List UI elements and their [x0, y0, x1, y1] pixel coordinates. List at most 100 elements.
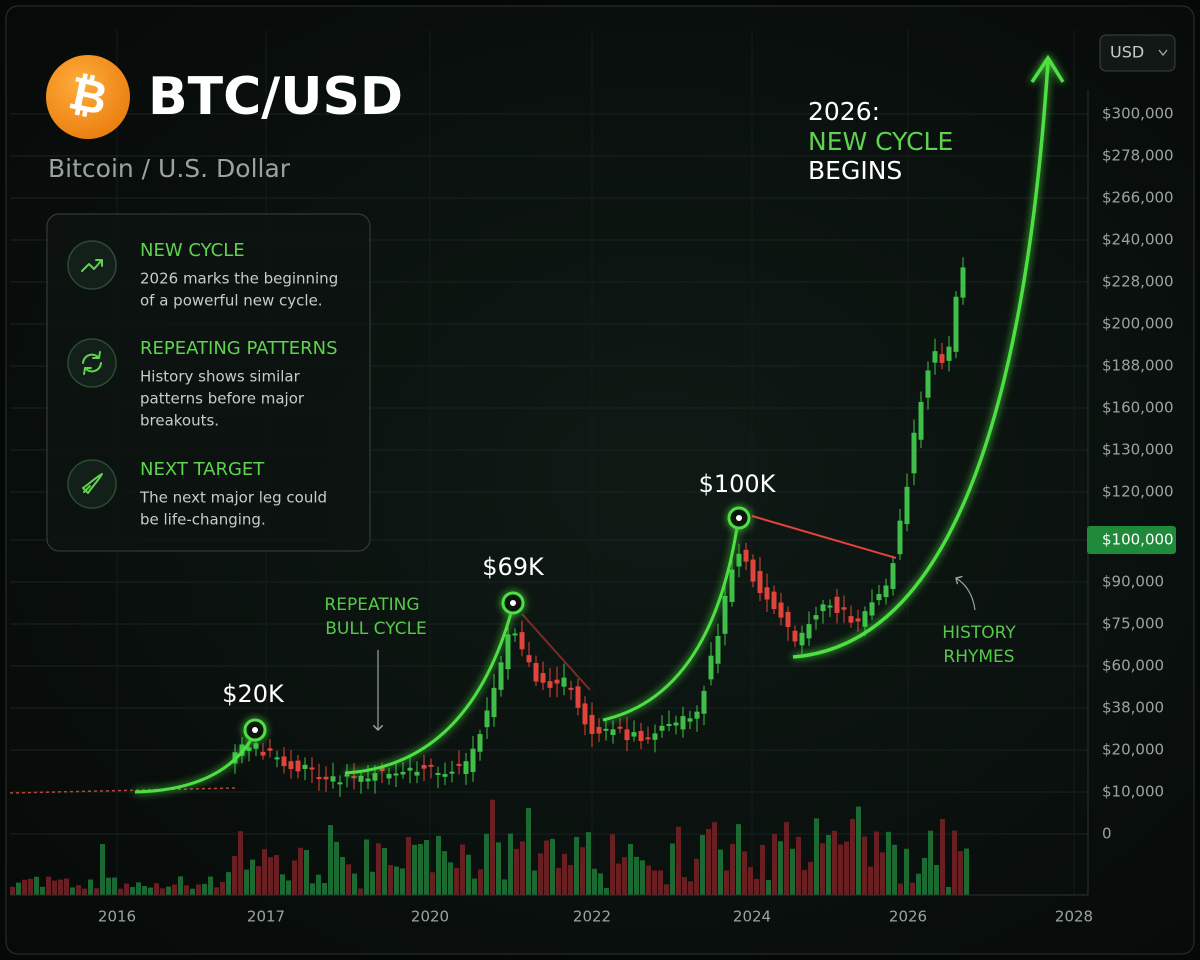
volume-bar: [310, 883, 315, 895]
volume-bar: [256, 866, 261, 895]
volume-bar: [958, 851, 963, 895]
candle-body: [771, 591, 777, 610]
candle-body: [414, 771, 420, 776]
candle-body: [288, 761, 294, 770]
volume-bar: [274, 855, 279, 895]
volume-bar: [262, 849, 267, 895]
candle-body: [890, 563, 896, 589]
chevron[interactable]: [1158, 49, 1168, 57]
candle-body: [358, 775, 364, 782]
volume-bar: [454, 867, 459, 895]
candle-body: [456, 763, 462, 766]
year-label: 2026: [889, 908, 927, 926]
peak-dot: [510, 600, 516, 606]
panel-description: of a powerful new cycle.: [140, 292, 323, 310]
panel-icon: [82, 473, 103, 494]
price-label: $60,000: [1102, 657, 1164, 675]
candle-body: [477, 734, 483, 752]
volume-bar: [376, 843, 381, 895]
volume-bar: [214, 887, 219, 895]
volume-bar: [286, 880, 291, 895]
volume-bar: [34, 876, 39, 895]
volume-bar: [484, 833, 489, 895]
volume-bar: [352, 873, 357, 895]
early-price-line: [9, 787, 236, 794]
volume-bar: [70, 887, 75, 895]
candle-body: [407, 767, 413, 771]
currency-selector-label[interactable]: USD: [1110, 43, 1144, 62]
volume-bar: [736, 824, 741, 895]
candle-body: [491, 687, 497, 718]
volume-bar: [868, 866, 873, 895]
candle-body: [582, 703, 588, 725]
candle-body: [274, 757, 280, 760]
volume-bar: [478, 869, 483, 895]
volume-bar: [718, 849, 723, 895]
candle-body: [323, 776, 329, 780]
candle-body: [869, 602, 875, 616]
price-label: $266,000: [1102, 189, 1174, 207]
volume-bar: [208, 876, 213, 895]
panel-icon-bg: [67, 338, 117, 388]
subtitle: Bitcoin / U.S. Dollar: [48, 154, 291, 183]
price-label: $10,000: [1102, 783, 1164, 801]
candle-body: [393, 773, 399, 776]
candle-body: [463, 761, 469, 775]
candle-body: [344, 774, 350, 777]
volume-bar: [40, 886, 45, 895]
currency-selector[interactable]: USD: [1099, 34, 1176, 72]
volume-bar: [298, 847, 303, 895]
volume-bar: [46, 876, 51, 895]
candle-body: [386, 773, 392, 779]
candle-body: [589, 714, 595, 734]
volume-bar: [550, 838, 555, 895]
candle-body: [897, 520, 903, 555]
volume-bar: [370, 871, 375, 895]
panel-description: History shows similar: [140, 368, 301, 386]
price-label: $278,000: [1102, 147, 1174, 165]
volume-bar: [766, 880, 771, 895]
volume-bar: [412, 844, 417, 895]
volume-bar: [814, 818, 819, 895]
candle-body: [617, 726, 623, 729]
candle-body: [792, 630, 798, 642]
peak-label: $100K: [699, 470, 777, 498]
candle-body: [778, 602, 784, 618]
volume-bar: [910, 882, 915, 895]
volume-bar: [610, 834, 615, 895]
candle-body: [841, 607, 847, 610]
volume-bar: [616, 863, 621, 895]
candle-body: [624, 729, 630, 741]
volume-bar: [112, 877, 117, 895]
candle-body: [729, 569, 735, 602]
candle-body: [799, 632, 805, 646]
volume-bar: [490, 799, 495, 895]
resistance-line: [751, 515, 897, 559]
candle-body: [918, 401, 924, 440]
peak-dot: [252, 727, 258, 733]
panel-icon: [82, 351, 102, 375]
candle-body: [834, 596, 840, 613]
candle-body: [659, 725, 665, 731]
candle-body: [645, 737, 651, 740]
currency-selector-box[interactable]: [1099, 34, 1176, 72]
price-axis: $300,000 $278,000 $266,000 $240,000 $228,000…: [1087, 105, 1176, 843]
volume-bar: [592, 868, 597, 895]
candle-body: [505, 634, 511, 670]
volume-bars: [10, 799, 969, 895]
volume-bar: [922, 857, 927, 895]
candle-body: [526, 655, 532, 663]
volume-bar: [118, 888, 123, 895]
candle-body: [750, 559, 756, 582]
volume-bar: [10, 886, 15, 895]
candle-body: [484, 710, 490, 728]
candle-body: [631, 732, 637, 737]
candle-body: [946, 346, 952, 361]
headline: 2026:: [808, 97, 880, 126]
headline: NEW CYCLE: [808, 127, 953, 156]
candle-body: [330, 776, 336, 782]
volume-bar: [238, 831, 243, 895]
candle-body: [806, 624, 812, 639]
volume-bar: [460, 844, 465, 895]
